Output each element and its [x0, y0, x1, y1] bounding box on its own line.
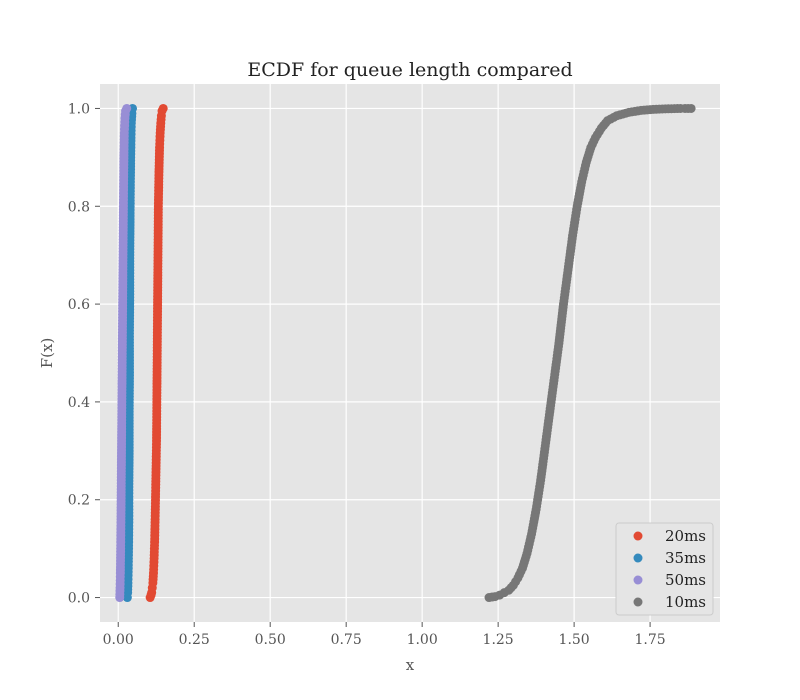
x-tick-label: 1.75 [635, 632, 666, 648]
y-tick-label: 0.0 [68, 591, 90, 607]
chart-title: ECDF for queue length compared [247, 59, 572, 81]
legend-marker [633, 531, 643, 541]
y-axis-ticks: 0.0 0.2 0.4 0.6 0.8 1.0 [68, 101, 100, 607]
x-tick-label: 1.50 [559, 632, 590, 648]
y-tick-label: 0.2 [68, 493, 90, 509]
legend-label: 35ms [665, 549, 706, 567]
legend-box [615, 522, 714, 616]
legend: 20ms 35ms 50ms 10ms [615, 522, 714, 616]
series-20ms [145, 103, 168, 603]
y-tick-label: 0.6 [68, 297, 90, 313]
series-10ms [484, 103, 696, 603]
legend-marker [633, 575, 643, 585]
series-50ms [115, 103, 132, 603]
x-tick-label: 0.00 [103, 632, 134, 648]
x-tick-label: 0.75 [331, 632, 362, 648]
legend-marker [633, 597, 643, 607]
x-tick-label: 1.25 [483, 632, 514, 648]
x-tick-label: 0.25 [179, 632, 210, 648]
x-axis-label: x [406, 656, 415, 674]
data-point [158, 103, 168, 113]
y-axis-label: F(x) [38, 338, 56, 369]
x-axis-ticks: 0.00 0.25 0.50 0.75 1.00 1.25 1.50 1.75 [103, 622, 666, 648]
y-tick-label: 0.4 [68, 395, 90, 411]
y-tick-label: 0.8 [68, 199, 90, 215]
legend-label: 50ms [665, 571, 706, 589]
data-point [686, 103, 696, 113]
legend-marker [633, 553, 643, 563]
legend-label: 10ms [665, 593, 706, 611]
x-tick-label: 1.00 [407, 632, 438, 648]
x-tick-label: 0.50 [255, 632, 286, 648]
data-point [122, 103, 132, 113]
y-tick-label: 1.0 [68, 101, 90, 117]
data-points [115, 103, 696, 603]
legend-label: 20ms [665, 527, 706, 545]
